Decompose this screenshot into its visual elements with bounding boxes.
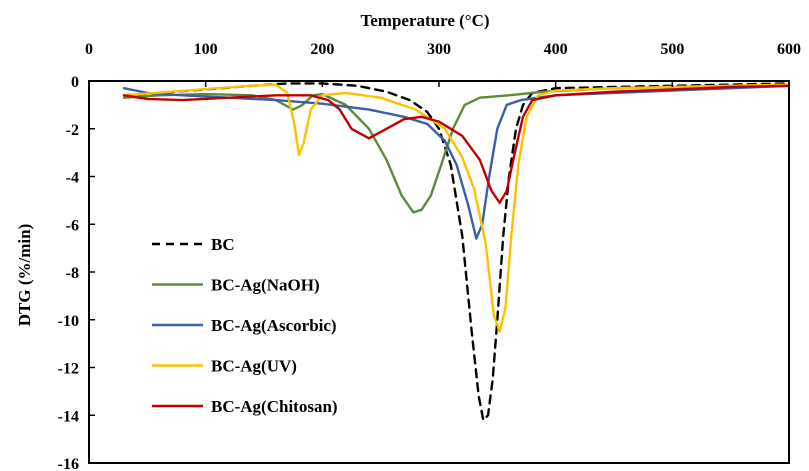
x-tick-label-6: 600 [777, 41, 801, 58]
legend-label-1: BC-Ag(NaOH) [211, 276, 320, 295]
series-line-4 [122, 84, 791, 204]
y-tick-label-6: -12 [58, 361, 79, 378]
y-tick-label-2: -4 [66, 170, 79, 187]
y-tick-label-1: -2 [66, 122, 79, 139]
series-layer [122, 82, 791, 422]
y-tick-label-8: -16 [58, 456, 79, 471]
y-tick-label-5: -10 [58, 313, 79, 330]
x-tick-label-3: 300 [427, 41, 451, 58]
y-tick-label-0: 0 [71, 74, 79, 91]
plot-area [89, 81, 789, 463]
axes-layer: 0 100 200 300 400 500 600 0 -2 -4 -6 -8 -10 -12 -14 -16 [58, 41, 801, 471]
x-tick-label-0: 0 [85, 41, 93, 58]
x-tick-label-5: 500 [660, 41, 684, 58]
y-tick-label-4: -8 [66, 265, 79, 282]
legend-label-4: BC-Ag(Chitosan) [211, 397, 338, 416]
x-tick-label-2: 200 [310, 41, 334, 58]
y-axis-title: DTG (%/min) [15, 224, 34, 326]
series-line-1 [122, 83, 791, 214]
x-tick-label-4: 400 [544, 41, 568, 58]
x-tick-label-1: 100 [194, 41, 218, 58]
legend-label-2: BC-Ag(Ascorbic) [211, 316, 337, 335]
plot-background [89, 81, 789, 463]
x-axis-title: Temperature (°C) [360, 11, 489, 30]
legend-label-3: BC-Ag(UV) [211, 357, 297, 376]
legend: BC BC-Ag(NaOH) BC-Ag(Ascorbic) BC-Ag(UV) BC-… [152, 235, 338, 416]
y-tick-label-3: -6 [66, 217, 79, 234]
legend-label-0: BC [211, 235, 235, 254]
y-tick-label-7: -14 [58, 408, 79, 425]
series-line-3 [122, 83, 791, 333]
